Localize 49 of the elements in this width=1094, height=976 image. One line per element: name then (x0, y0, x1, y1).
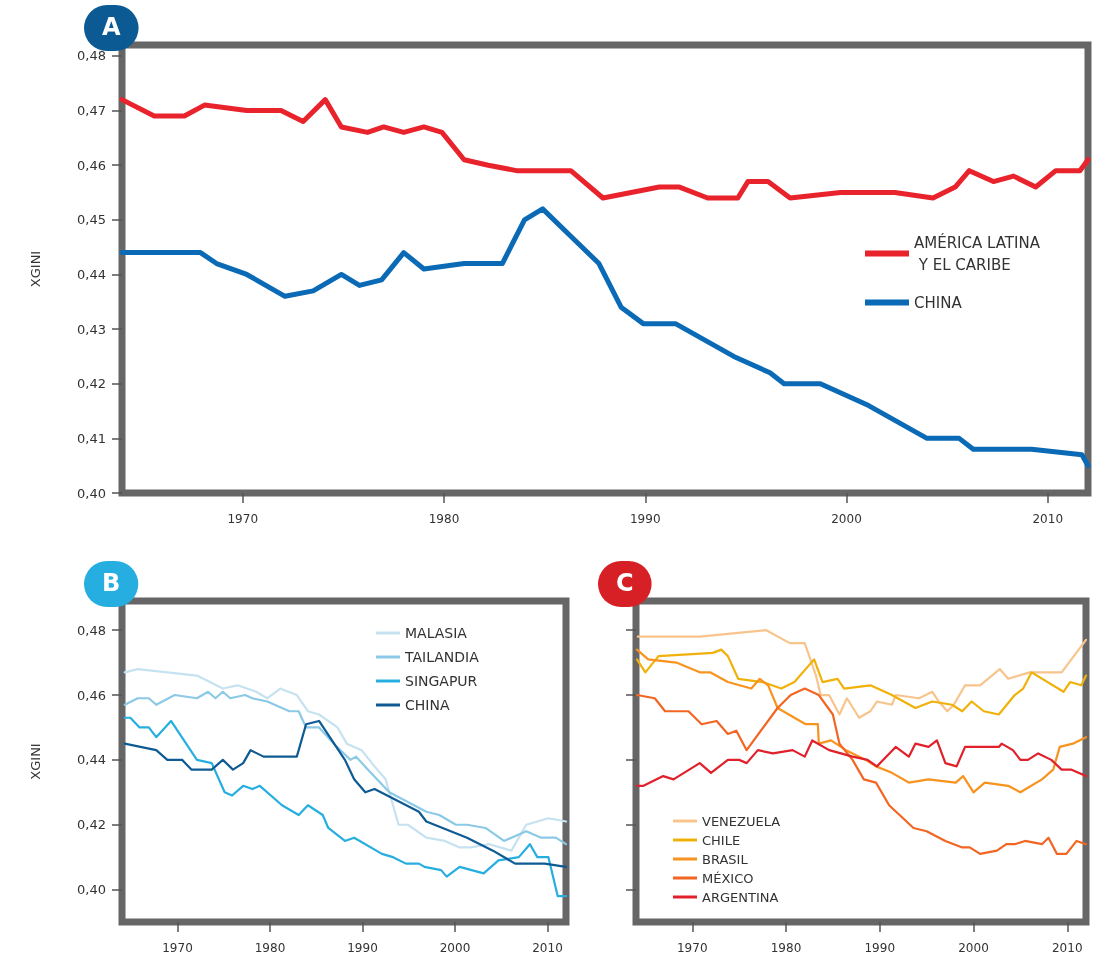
legend-label: SINGAPUR (405, 673, 478, 689)
y-tick-label: 0,44 (77, 752, 106, 768)
line-series (123, 690, 568, 846)
y-tick-label: 0,48 (77, 48, 106, 64)
y-tick-label: 0,47 (77, 103, 106, 119)
legend-label: AMÉRICA LATINA Y EL CARIBE (914, 232, 1041, 274)
chart-title: C (616, 569, 634, 597)
y-tick-label: 0,40 (77, 882, 106, 898)
legend-label: TAILANDIA (404, 649, 480, 665)
chart-title: A (102, 13, 121, 41)
x-tick-label: 1970 (227, 512, 259, 526)
legend-label: VENEZUELA (702, 813, 781, 829)
y-tick-label: 0,42 (77, 376, 106, 392)
line-series (123, 716, 568, 898)
x-tick-label: 1980 (770, 941, 802, 955)
y-axis-title: XGINI (28, 250, 43, 288)
x-tick-label: 2010 (1032, 512, 1064, 526)
legend-label: MALASIA (405, 625, 468, 641)
legend-label: CHINA (405, 697, 450, 713)
x-tick-label: 2000 (958, 941, 989, 955)
legend-label: CHINA (914, 293, 963, 312)
y-tick-label: 0,40 (77, 485, 106, 501)
legend-label: CHILE (702, 832, 741, 848)
y-tick-label: 0,42 (77, 817, 106, 833)
y-tick-label: 0,46 (77, 687, 106, 703)
line-series (123, 667, 568, 852)
y-tick-label: 0,48 (77, 622, 106, 638)
x-tick-label: 2000 (831, 512, 862, 526)
x-tick-label: 1990 (629, 512, 661, 526)
y-tick-label: 0,44 (77, 266, 106, 282)
x-tick-label: 1990 (347, 941, 378, 955)
x-tick-label: 1990 (864, 941, 896, 955)
x-tick-label: 2010 (532, 941, 563, 955)
x-tick-label: 1970 (162, 941, 193, 955)
legend-label: BRASIL (702, 851, 749, 867)
legend-label: ARGENTINA (702, 889, 779, 905)
y-tick-label: 0,43 (77, 321, 106, 337)
y-axis-title: XGINI (28, 743, 43, 780)
y-tick-label: 0,41 (77, 430, 106, 446)
line-series (123, 719, 568, 868)
y-tick-label: 0,45 (77, 212, 106, 228)
legend-label: MÉXICO (702, 870, 754, 886)
x-tick-label: 2000 (439, 941, 471, 955)
x-tick-label: 1970 (676, 941, 708, 955)
chart-title: B (102, 569, 121, 597)
x-tick-label: 1980 (254, 941, 286, 955)
x-tick-label: 1980 (428, 512, 460, 526)
y-tick-label: 0,46 (77, 157, 106, 173)
x-tick-label: 2010 (1051, 941, 1083, 955)
